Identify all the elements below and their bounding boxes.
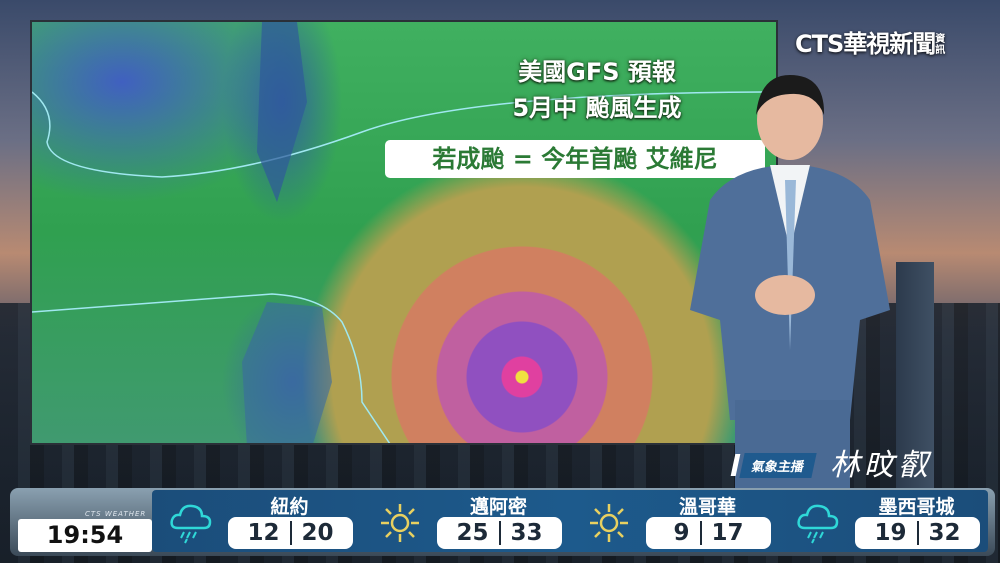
city-name: 邁阿密 [469, 496, 527, 518]
nameplate-accent [730, 454, 741, 476]
sun-icon [381, 504, 419, 542]
high-temp: 20 [301, 520, 334, 546]
forecast-subtitle: 5月中 颱風生成 [512, 94, 682, 122]
city-forecast-item: 溫哥華 9 17 [570, 490, 779, 552]
rain-cloud-icon [797, 504, 839, 544]
city-name: 墨西哥城 [878, 496, 955, 518]
city-forecast-item: 邁阿密 25 33 [361, 490, 570, 552]
city-forecast-item: 紐約 12 20 [152, 490, 361, 552]
forecast-title: 美國GFS 預報 [518, 58, 676, 86]
sun-icon [590, 504, 628, 542]
anchor-nameplate: 氣象主播 [730, 452, 817, 478]
typhoon-track-lines [32, 22, 776, 443]
low-temp: 25 [456, 520, 489, 546]
ticker-brand: CTS WEATHER [85, 510, 147, 518]
low-temp: 12 [247, 520, 280, 546]
anchor-role-label: 氣象主播 [739, 452, 817, 478]
clock: 19:54 [18, 519, 152, 552]
rain-cloud-icon [170, 504, 212, 544]
city-name: 溫哥華 [678, 496, 736, 518]
anchor-signature: 林旼叡 [830, 448, 932, 483]
low-temp: 19 [874, 520, 907, 546]
typhoon-callout: 若成颱 = 今年首颱 艾維尼 [385, 140, 765, 178]
high-temp: 17 [711, 520, 744, 546]
temperature-range: 9 17 [646, 517, 771, 549]
skyscraper [896, 262, 934, 502]
high-temp: 33 [510, 520, 543, 546]
high-temp: 32 [928, 520, 961, 546]
low-temp: 9 [673, 520, 690, 546]
city-forecast-item: 墨西哥城 19 32 [779, 490, 988, 552]
temperature-range: 12 20 [228, 517, 353, 549]
temperature-range: 19 32 [855, 517, 980, 549]
city-forecast-list: 紐約 12 20 邁阿密 25 33 溫哥華 9 17 墨西哥城 19 32 [152, 490, 988, 552]
weather-map: 美國GFS 預報 5月中 颱風生成 [30, 20, 778, 445]
temperature-range: 25 33 [437, 517, 562, 549]
presenter [690, 75, 890, 490]
cts-news-logo: CTS華視新聞資訊 [795, 30, 945, 58]
city-name: 紐約 [270, 496, 309, 518]
